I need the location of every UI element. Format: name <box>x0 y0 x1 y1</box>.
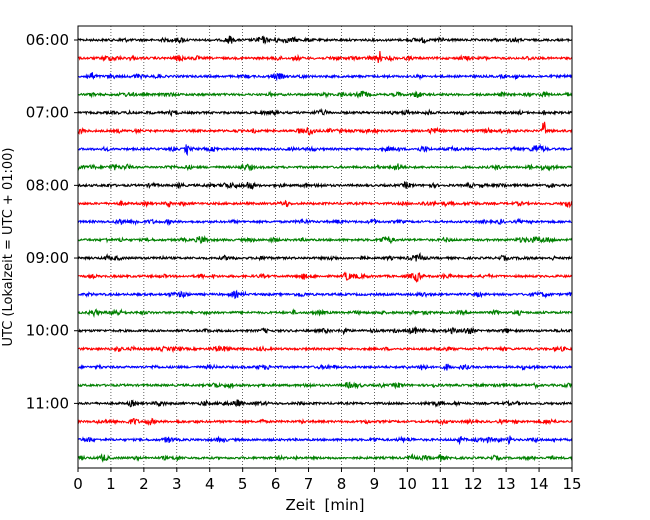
trace-6 <box>77 143 573 157</box>
x-tick-label: 1 <box>106 475 116 493</box>
y-tick-label: 06:00 <box>26 31 69 49</box>
x-tick-label: 11 <box>431 475 450 493</box>
y-tick-label: 11:00 <box>26 394 69 412</box>
trace-18 <box>77 363 573 372</box>
x-tick-label: 3 <box>172 475 182 493</box>
x-axis-ticks: 0 1 2 3 4 5 6 7 8 9 10 11 12 13 14 15 <box>73 468 582 493</box>
y-axis-ticks: 06:00 07:00 08:00 09:00 10:00 11:00 <box>26 31 78 412</box>
trace-22 <box>77 435 573 446</box>
trace-2 <box>77 72 573 82</box>
trace-17 <box>77 344 573 354</box>
trace-14 <box>77 289 573 300</box>
x-tick-label: 5 <box>238 475 248 493</box>
trace-9 <box>77 199 573 209</box>
x-tick-label: 9 <box>370 475 380 493</box>
trace-7 <box>77 162 573 172</box>
plot-frame <box>77 25 573 469</box>
trace-12 <box>77 251 573 262</box>
trace-11 <box>77 234 573 245</box>
x-tick-label: 12 <box>464 475 483 493</box>
y-tick-label: 10:00 <box>26 322 69 340</box>
x-tick-label: 14 <box>530 475 549 493</box>
trace-4 <box>77 107 573 118</box>
y-tick-label: 08:00 <box>26 176 69 194</box>
x-tick-label: 8 <box>337 475 347 493</box>
trace-8 <box>77 180 573 190</box>
y-tick-label: 07:00 <box>26 104 69 122</box>
trace-3 <box>77 90 573 99</box>
trace-0 <box>77 35 573 45</box>
x-tick-label: 13 <box>497 475 516 493</box>
x-tick-label: 7 <box>304 475 314 493</box>
trace-19 <box>77 381 573 390</box>
x-tick-label: 4 <box>205 475 215 493</box>
seismic-traces <box>77 35 573 463</box>
trace-16 <box>77 325 573 336</box>
x-axis-label: Zeit [min] <box>285 496 364 514</box>
x-tick-label: 2 <box>139 475 149 493</box>
y-axis-label: UTC (Lokalzeit = UTC + 01:00) <box>1 148 16 347</box>
trace-20 <box>77 398 573 408</box>
trace-1 <box>77 50 573 63</box>
trace-21 <box>77 417 573 426</box>
y-tick-label: 09:00 <box>26 249 69 267</box>
trace-10 <box>77 217 573 227</box>
trace-23 <box>77 453 573 463</box>
trace-13 <box>77 271 573 283</box>
x-tick-label: 6 <box>271 475 281 493</box>
trace-15 <box>77 308 573 318</box>
trace-5 <box>77 121 573 136</box>
x-tick-label: 10 <box>398 475 417 493</box>
x-tick-label: 0 <box>73 475 83 493</box>
x-tick-label: 15 <box>562 475 581 493</box>
